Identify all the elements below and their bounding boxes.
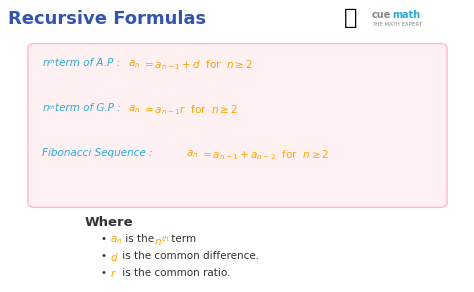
Text: •: • <box>100 251 106 261</box>
Text: term of A.P :: term of A.P : <box>55 58 120 68</box>
Text: •: • <box>100 268 106 278</box>
Text: $= a_{n-1} + a_{n-2}$  for  $n \geq 2$: $= a_{n-1} + a_{n-2}$ for $n \geq 2$ <box>200 148 329 162</box>
Text: term: term <box>168 234 196 244</box>
Text: $a_n$: $a_n$ <box>128 103 140 115</box>
Text: THE MATH EXPERT: THE MATH EXPERT <box>372 22 422 27</box>
Text: 🚀: 🚀 <box>344 8 357 28</box>
Text: math: math <box>392 10 420 20</box>
Text: •: • <box>100 234 106 244</box>
Text: Fibonacci Sequence :: Fibonacci Sequence : <box>42 148 153 158</box>
Text: term of G.P :: term of G.P : <box>55 103 120 113</box>
Text: $a_n$: $a_n$ <box>128 58 140 70</box>
Text: $a_n$: $a_n$ <box>186 148 199 160</box>
FancyBboxPatch shape <box>28 44 447 207</box>
Text: Recursive Formulas: Recursive Formulas <box>8 10 206 28</box>
Text: is the common ratio.: is the common ratio. <box>119 268 230 278</box>
Text: is the: is the <box>122 234 157 244</box>
Text: $d$: $d$ <box>110 251 118 263</box>
Text: Where: Where <box>85 216 134 229</box>
Text: $n$: $n$ <box>42 58 50 68</box>
Text: $a_n$: $a_n$ <box>110 234 122 246</box>
Text: $n^{th}$: $n^{th}$ <box>154 234 170 248</box>
Text: $^{th}$: $^{th}$ <box>48 59 55 68</box>
Text: $= a_{n-1}r$  for  $n \geq 2$: $= a_{n-1}r$ for $n \geq 2$ <box>142 103 238 117</box>
Text: $= a_{n-1} + d$  for  $n \geq 2$: $= a_{n-1} + d$ for $n \geq 2$ <box>142 58 253 72</box>
Text: is the common difference.: is the common difference. <box>119 251 259 261</box>
Text: $n$: $n$ <box>42 103 50 113</box>
Text: $r$: $r$ <box>110 268 117 279</box>
Text: $^{th}$: $^{th}$ <box>48 104 55 113</box>
Text: cue: cue <box>372 10 392 20</box>
